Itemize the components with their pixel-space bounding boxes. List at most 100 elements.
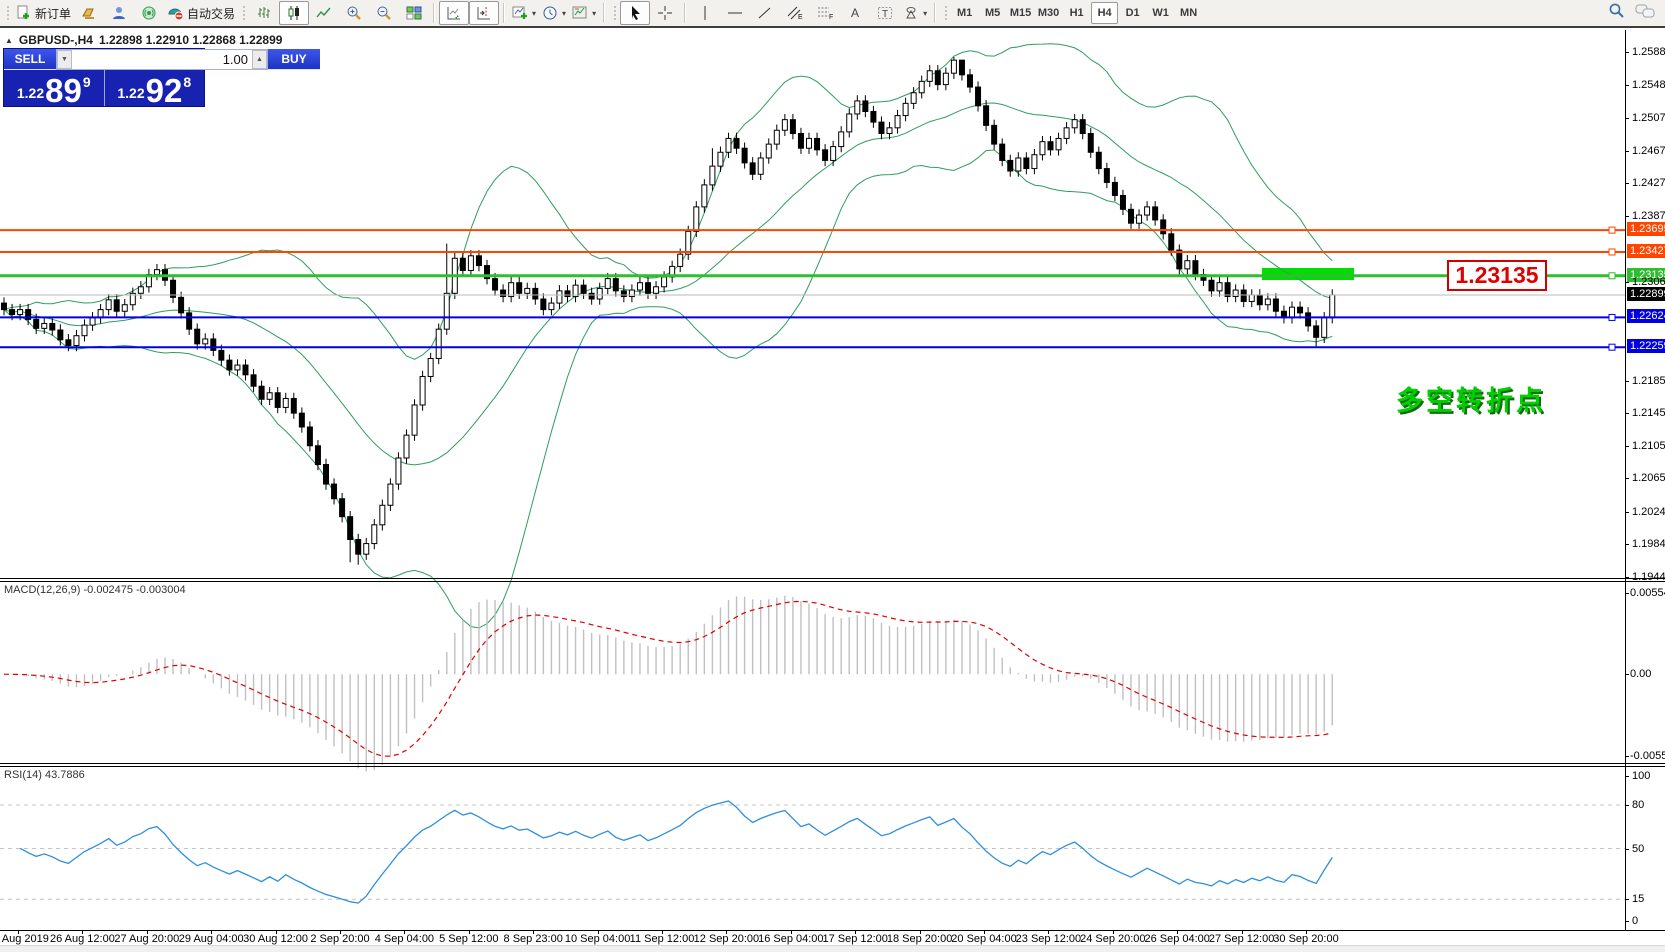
chart-title: ▲ GBPUSD-,H4 1.22898 1.22910 1.22868 1.2… <box>5 33 282 47</box>
rsi-indicator-label: RSI(14) 43.7886 <box>4 769 85 781</box>
equidistant-channel-button[interactable]: E <box>780 1 810 25</box>
toolbar: 新订单 自动交易 <box>0 0 1665 28</box>
auto-trading-button[interactable]: 自动交易 <box>164 1 238 25</box>
svg-text:A: A <box>851 6 859 20</box>
indicators-icon <box>512 5 528 21</box>
new-order-label: 新订单 <box>35 6 72 21</box>
timeframe-button-D1[interactable]: D1 <box>1125 7 1140 19</box>
cursor-icon <box>627 5 643 21</box>
line-chart-button[interactable] <box>309 1 339 25</box>
indicators-caret-icon: ▾ <box>532 8 537 18</box>
crosshair-icon <box>657 5 673 21</box>
text-label-button[interactable]: T <box>870 1 900 25</box>
turning-point-annotation: 多空转折点 <box>1396 386 1546 416</box>
volume-widget: ▼ ▲ <box>56 49 268 70</box>
sell-price-prefix: 1.22 <box>16 85 45 101</box>
buy-price-big: 92 <box>145 72 183 109</box>
toolbar-grip[interactable] <box>943 4 949 22</box>
toolbar-separator <box>934 3 937 23</box>
zoom-in-button[interactable] <box>339 1 369 25</box>
trendline-button[interactable] <box>750 1 780 25</box>
signals-button[interactable] <box>134 1 164 25</box>
volume-input[interactable] <box>72 50 252 69</box>
toolbar-grip[interactable] <box>5 4 10 22</box>
auto-trading-label: 自动交易 <box>187 6 236 21</box>
toolbar-grip[interactable] <box>612 4 618 22</box>
timeframe-button-W1[interactable]: W1 <box>1152 7 1169 19</box>
vertical-line-button[interactable] <box>690 1 720 25</box>
timeframe-button-MN[interactable]: MN <box>1180 7 1198 19</box>
line-chart-icon <box>316 5 332 21</box>
bar-chart-button[interactable] <box>249 1 279 25</box>
toolbar-separator <box>603 3 606 23</box>
timeframe-button-M30[interactable]: M30 <box>1037 7 1060 19</box>
zoom-out-button[interactable] <box>369 1 399 25</box>
new-order-button[interactable]: 新订单 <box>13 1 74 25</box>
auto-scroll-icon <box>446 5 462 21</box>
new-order-icon <box>16 5 32 21</box>
periods-button[interactable]: ▾ <box>539 1 569 25</box>
buy-price-prefix: 1.22 <box>117 85 145 101</box>
virtual-hosting-icon <box>111 5 127 21</box>
text-icon: A <box>847 5 863 21</box>
vertical-line-icon <box>697 5 713 21</box>
tile-windows-icon <box>406 5 422 21</box>
zoom-out-icon <box>376 5 392 21</box>
timeframe-button-M1[interactable]: M1 <box>956 7 973 19</box>
equidistant-channel-icon: E <box>787 5 804 21</box>
profile-icon <box>81 5 97 21</box>
trendline-icon <box>757 5 773 21</box>
profile-button[interactable] <box>74 1 104 25</box>
candlestick-chart-icon <box>286 5 302 21</box>
auto-trading-icon <box>167 5 184 21</box>
shapes-caret-icon: ▾ <box>923 8 928 18</box>
shapes-icon <box>903 5 919 21</box>
crosshair-button[interactable] <box>650 1 680 25</box>
volume-down-button[interactable]: ▼ <box>57 50 72 69</box>
auto-scroll-button[interactable] <box>439 1 470 25</box>
fibonacci-button[interactable]: F <box>810 1 840 25</box>
buy-button[interactable]: BUY <box>268 49 320 70</box>
candlestick-chart-button[interactable] <box>279 1 310 25</box>
sell-button[interactable]: SELL <box>4 49 56 70</box>
ohlc-values: 1.22898 1.22910 1.22868 1.22899 <box>98 33 283 47</box>
tile-windows-button[interactable] <box>399 1 429 25</box>
collapse-panel-icon[interactable]: ▲ <box>5 35 13 45</box>
text-label-icon: T <box>877 5 893 21</box>
cursor-button[interactable] <box>620 1 651 25</box>
horizontal-line-button[interactable] <box>720 1 750 25</box>
sell-price[interactable]: 1.22 89 9 <box>4 70 105 107</box>
virtual-hosting-button[interactable] <box>104 1 134 25</box>
svg-text:F: F <box>829 14 833 21</box>
periods-caret-icon: ▾ <box>562 8 567 18</box>
timeframe-button-M15[interactable]: M15 <box>1009 7 1032 19</box>
shapes-button[interactable]: ▾ <box>900 1 930 25</box>
chart-area[interactable] <box>0 30 1665 945</box>
templates-caret-icon: ▾ <box>592 8 597 18</box>
horizontal-line-icon <box>727 5 743 21</box>
text-button[interactable]: A <box>840 1 870 25</box>
signals-icon <box>141 5 157 21</box>
search-icon[interactable] <box>1608 2 1625 24</box>
buy-price-pip: 8 <box>183 74 192 90</box>
one-click-trading-panel: SELL ▼ ▲ BUY 1.22 89 9 1.22 92 8 <box>3 48 320 109</box>
buy-price[interactable]: 1.22 92 8 <box>105 70 205 109</box>
toolbar-grip[interactable] <box>241 4 247 22</box>
timeframe-button-H4[interactable]: H4 <box>1091 2 1119 24</box>
timeframe-button-H1[interactable]: H1 <box>1069 7 1084 19</box>
templates-button[interactable]: ▾ <box>569 1 599 25</box>
timeframe-strip: M1 M5 M15 M30 H1 H4 D1 W1 MN <box>951 2 1202 24</box>
price-callout-box: 1.23135 <box>1447 260 1547 291</box>
chart-shift-icon <box>476 5 492 21</box>
toolbar-separator <box>433 3 436 23</box>
sell-price-pip: 9 <box>82 74 91 90</box>
chart-shift-button[interactable] <box>469 1 500 25</box>
indicators-button[interactable]: ▾ <box>509 1 539 25</box>
chat-icon[interactable] <box>1635 3 1655 24</box>
macd-indicator-label: MACD(12,26,9) -0.002475 -0.003004 <box>4 584 186 596</box>
timeframe-button-M5[interactable]: M5 <box>984 7 1001 19</box>
volume-up-button[interactable]: ▲ <box>252 50 267 69</box>
fibonacci-icon: F <box>817 5 834 21</box>
bar-chart-icon <box>256 5 272 21</box>
svg-text:E: E <box>798 14 803 21</box>
